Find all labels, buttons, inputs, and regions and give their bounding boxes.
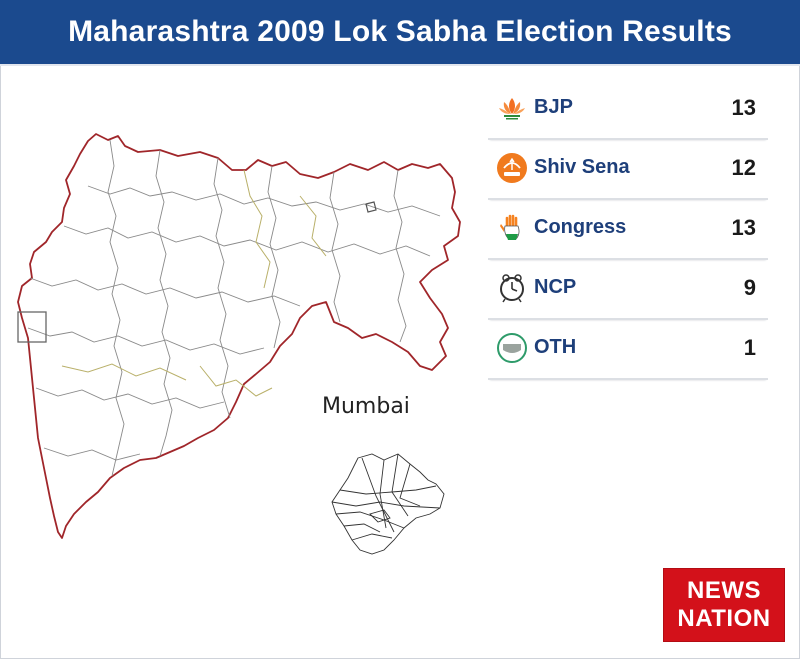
- result-row-shiv-sena: Shiv Sena 12: [488, 140, 768, 200]
- page-title: Maharashtra 2009 Lok Sabha Election Resu…: [68, 15, 732, 48]
- seat-count: 9: [743, 275, 756, 300]
- party-name: Congress: [534, 216, 627, 238]
- seat-count: 13: [731, 95, 756, 120]
- result-row-congress: Congress 13: [488, 200, 768, 260]
- seat-count: 1: [743, 335, 756, 360]
- party-name: NCP: [534, 276, 577, 298]
- result-row-others: OTH 1: [488, 320, 768, 380]
- results-panel: BJP 13 Shiv Sena 12 Congress 13: [488, 80, 768, 380]
- state-outline: [17, 133, 461, 539]
- others-icon: [497, 333, 527, 363]
- division-boundaries: [61, 169, 327, 397]
- hand-icon: [500, 214, 520, 240]
- seat-count: 13: [731, 215, 756, 240]
- mumbai-inset-map: [331, 453, 445, 555]
- lotus-icon: [499, 98, 525, 120]
- constituency-boundaries: [27, 139, 441, 477]
- mumbai-highlight-box: [17, 311, 47, 343]
- logo-line-1: NEWS: [687, 577, 761, 604]
- news-nation-logo: NEWS NATION: [663, 568, 785, 642]
- logo-line-2: NATION: [677, 605, 771, 632]
- party-name: OTH: [534, 336, 577, 358]
- result-row-ncp: NCP 9: [488, 260, 768, 320]
- maharashtra-map: [17, 133, 461, 555]
- header-banner: Maharashtra 2009 Lok Sabha Election Resu…: [0, 0, 800, 66]
- party-name: Shiv Sena: [534, 156, 630, 178]
- mumbai-inset-label: Mumbai: [322, 394, 410, 419]
- party-name: BJP: [534, 96, 573, 118]
- enclave-shape: [365, 201, 377, 213]
- result-row-bjp: BJP 13: [488, 80, 768, 140]
- clock-icon: [500, 274, 524, 303]
- bow-arrow-icon: [497, 153, 527, 183]
- seat-count: 12: [731, 155, 756, 180]
